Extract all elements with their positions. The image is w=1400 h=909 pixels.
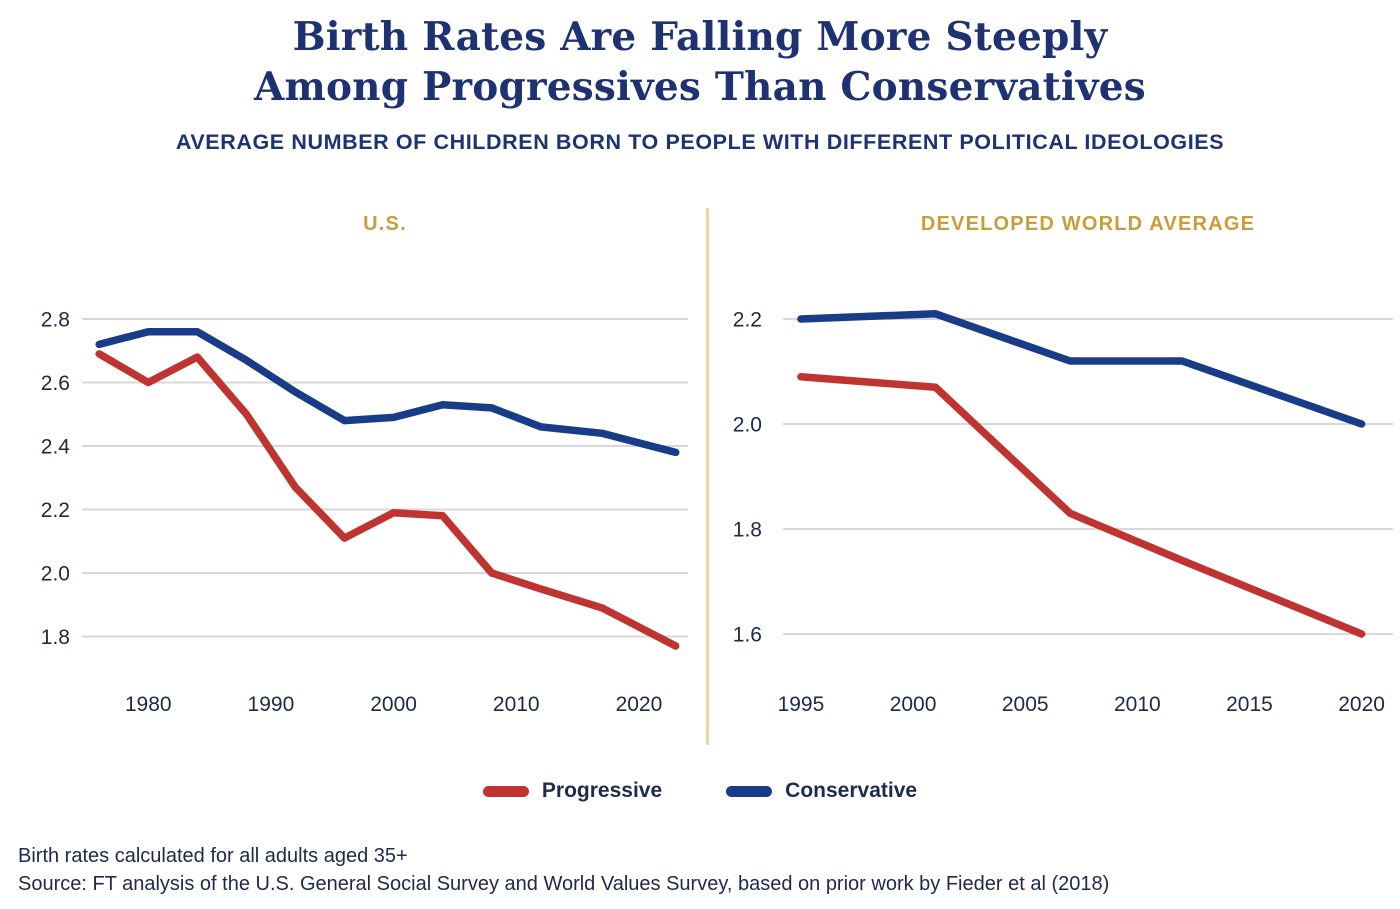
y-tick-label: 1.8 <box>41 626 70 649</box>
y-tick-label: 2.0 <box>733 414 762 437</box>
series-line-conservative <box>797 310 1366 428</box>
progressive-line-swatch <box>482 785 529 797</box>
x-tick-label: 2015 <box>1226 693 1273 716</box>
x-tick-label: 2020 <box>616 693 663 716</box>
y-tick-label: 1.8 <box>733 519 762 542</box>
x-tick-label: 2005 <box>1002 693 1049 716</box>
x-tick-label: 2010 <box>1114 693 1161 716</box>
y-tick-label: 2.8 <box>41 309 70 332</box>
y-tick-label: 2.4 <box>41 436 71 459</box>
source-line: Source: FT analysis of the U.S. General … <box>18 873 1110 895</box>
y-tick-label: 2.6 <box>41 372 70 395</box>
panel-title-world: DEVELOPED WORLD AVERAGE <box>920 213 1256 235</box>
y-tick-label: 2.2 <box>41 499 70 522</box>
y-tick-label: 2.0 <box>41 563 70 586</box>
legend-label-progressive: Progressive <box>541 779 663 802</box>
footnote-line: Birth rates calculated for all adults ag… <box>18 845 408 867</box>
x-tick-label: 1990 <box>248 693 295 716</box>
legend-label-conservative: Conservative <box>785 779 918 802</box>
chart-footnotes: Birth rates calculated for all adults ag… <box>18 842 1388 898</box>
series-line-progressive <box>95 350 680 650</box>
y-tick-label: 2.2 <box>733 309 762 332</box>
x-tick-label: 2000 <box>890 693 937 716</box>
series-line-progressive <box>797 373 1366 638</box>
panel-title-us: U.S. <box>363 213 407 235</box>
conservative-line-swatch <box>726 785 773 797</box>
x-tick-label: 2000 <box>370 693 417 716</box>
page-title: Birth Rates Are Falling More Steeply Amo… <box>0 12 1400 112</box>
page-subtitle: AVERAGE NUMBER OF CHILDREN BORN TO PEOPL… <box>175 130 1225 154</box>
chart-legend: Progressive Conservative <box>0 779 1400 803</box>
title-line-1: Birth Rates Are Falling More Steeply <box>292 14 1108 60</box>
legend-item-progressive: Progressive <box>482 779 663 803</box>
series-line-conservative <box>95 327 680 457</box>
legend-item-conservative: Conservative <box>726 779 917 803</box>
title-line-2: Among Progressives Than Conservatives <box>254 64 1146 110</box>
line-charts-canvas: 2.8 2.6 2.4 2.2 2.0 1.8 1980 1990 2000 2010 2020 2.… <box>41 208 1393 745</box>
y-tick-label: 1.6 <box>733 624 762 647</box>
x-tick-label: 1995 <box>778 693 825 716</box>
x-tick-label: 1980 <box>125 693 172 716</box>
x-tick-label: 2020 <box>1338 693 1385 716</box>
x-tick-label: 2010 <box>493 693 540 716</box>
